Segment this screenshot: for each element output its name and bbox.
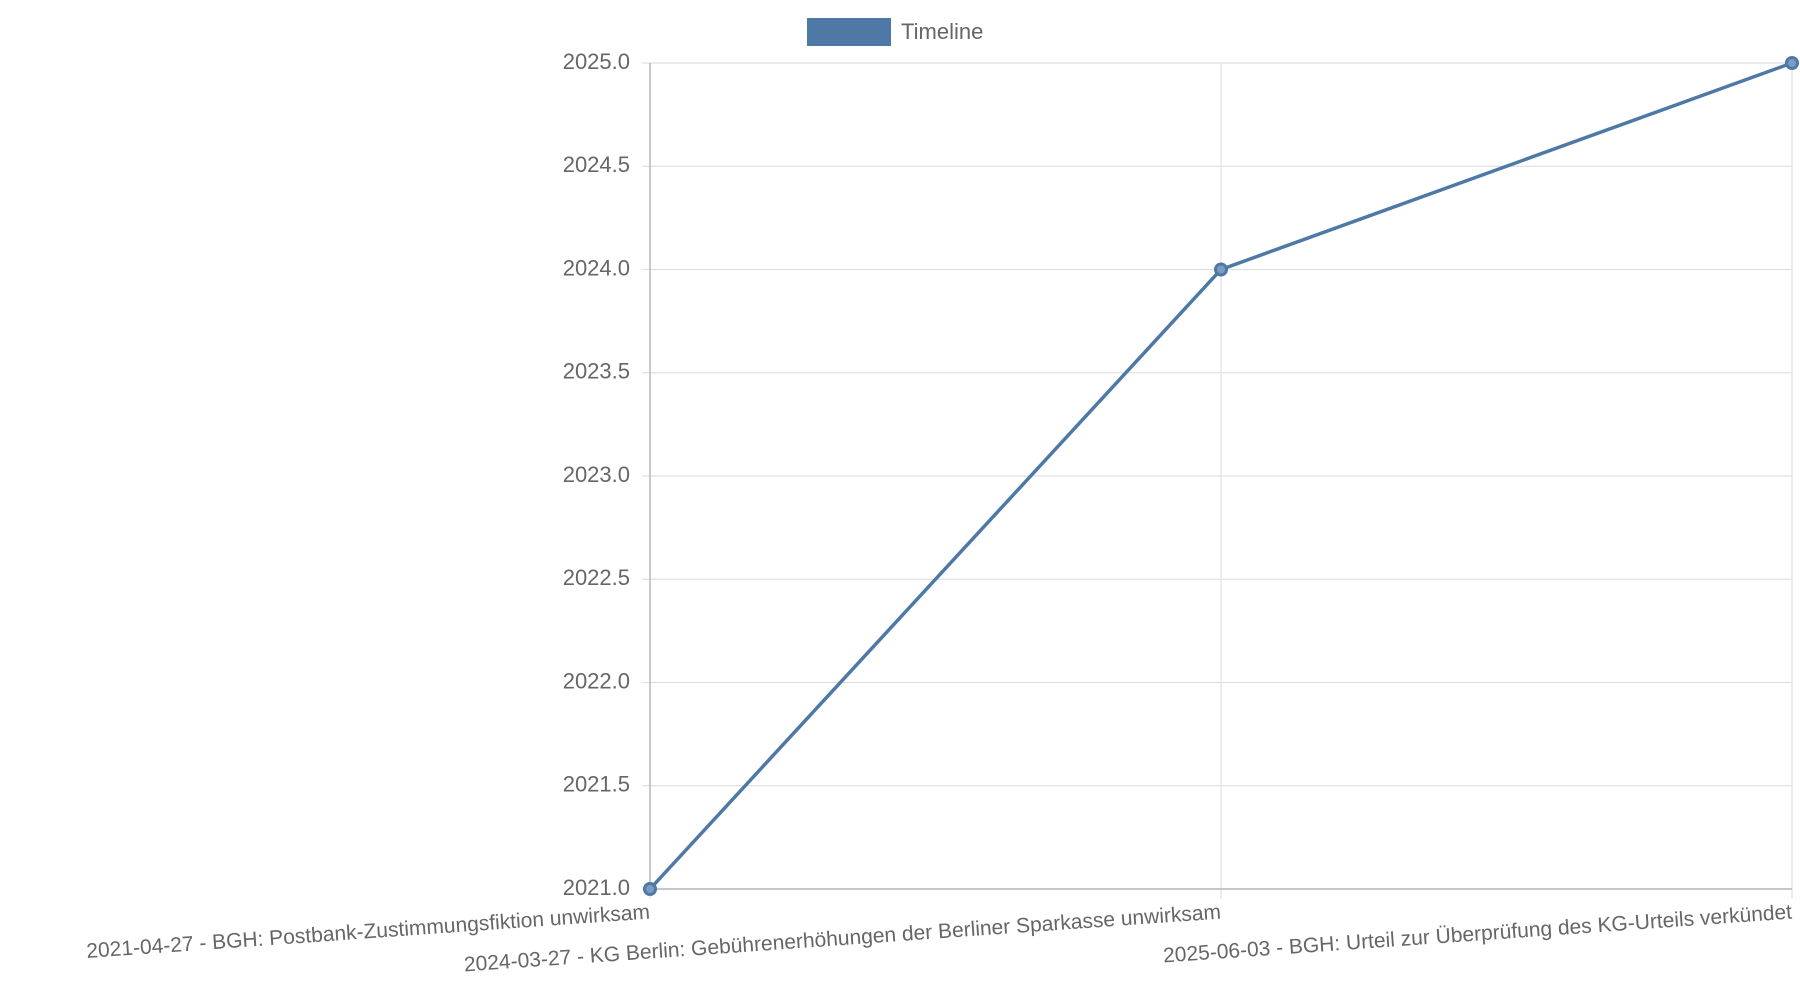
y-tick-label: 2023.5 <box>563 359 630 384</box>
legend-label: Timeline <box>901 19 983 44</box>
y-tick-label: 2024.5 <box>563 152 630 177</box>
y-tick-label: 2025.0 <box>563 49 630 74</box>
y-tick-label: 2022.5 <box>563 565 630 590</box>
point <box>643 882 657 896</box>
point <box>1785 56 1799 70</box>
point <box>1214 262 1228 277</box>
legend-swatch <box>807 18 891 46</box>
y-tick-label: 2023.0 <box>563 462 630 487</box>
y-tick-label: 2022.0 <box>563 668 630 693</box>
y-tick-label: 2024.0 <box>563 255 630 280</box>
y-tick-label: 2021.5 <box>563 772 630 797</box>
y-tick-label: 2021.0 <box>563 875 630 900</box>
x-tick-label: 2025-06-03 - BGH: Urteil zur Überprüfung… <box>1162 901 1793 968</box>
